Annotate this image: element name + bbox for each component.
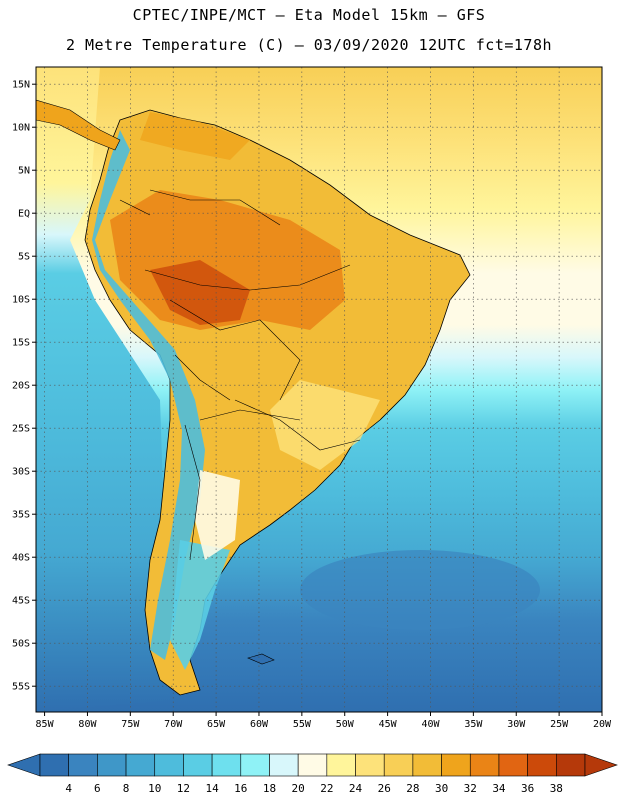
pacific-field <box>36 67 170 712</box>
lat-tick-label: 30S <box>12 467 30 478</box>
colorbar-swatch <box>441 753 471 777</box>
lon-tick-label: 25W <box>550 719 569 730</box>
map-frame <box>35 66 603 713</box>
lat-tick-label: 35S <box>12 510 30 521</box>
lat-tick-label: 10N <box>12 123 30 134</box>
cold-anomaly <box>300 550 540 630</box>
colorbar-label: 36 <box>521 782 534 795</box>
lon-tick-label: 55W <box>293 719 312 730</box>
northern-warm-zone <box>140 112 250 160</box>
country-borders <box>119 189 361 561</box>
patagonia-zone <box>170 540 230 670</box>
colorbar-swatch <box>326 753 356 777</box>
colorbar-label: 26 <box>378 782 391 795</box>
colorbar-swatch <box>383 753 414 777</box>
lat-tick-label: 55S <box>12 682 30 693</box>
colorbar-label: 4 <box>65 782 72 795</box>
southeast-mild-zone <box>270 380 380 470</box>
latitude-axis: 15N 10N 5N EQ 5S 10S 15S 20S 25S 30S 35S 40S 45S 50S 5… <box>12 80 36 693</box>
colorbar-label: 16 <box>234 782 247 795</box>
colorbar-swatch <box>297 753 328 777</box>
lat-tick-label: 25S <box>12 424 30 435</box>
colorbar-swatch <box>269 753 299 777</box>
colorbar-label: 18 <box>263 782 276 795</box>
colorbar-label: 28 <box>406 782 419 795</box>
central-america <box>36 99 121 151</box>
colorbar-label: 12 <box>177 782 190 795</box>
colorbar-swatch <box>183 753 213 777</box>
colorbar-swatch <box>125 753 156 777</box>
colorbar-label: 34 <box>492 782 506 795</box>
colorbar-swatch <box>498 753 528 777</box>
lat-tick-label: 50S <box>12 639 30 650</box>
colorbar-label: 32 <box>464 782 477 795</box>
lat-tick-label: 45S <box>12 596 30 607</box>
colorbar-swatch <box>412 753 442 777</box>
lon-tick-label: 40W <box>421 719 440 730</box>
pampas-zone <box>195 470 240 560</box>
colorbar: 4 6 8 10 12 14 16 18 20 22 24 26 28 30 32 34 36 38 <box>7 753 618 795</box>
map-subtitle: 2 Metre Temperature (C) – 03/09/2020 12U… <box>65 36 553 54</box>
colorbar-swatch <box>556 753 586 777</box>
colorbar-label: 10 <box>148 782 161 795</box>
lon-tick-label: 70W <box>164 719 183 730</box>
lat-tick-label: EQ <box>18 209 30 220</box>
lat-tick-label: 15N <box>12 80 30 91</box>
lon-tick-label: 45W <box>379 719 398 730</box>
map-field <box>36 67 602 712</box>
lon-tick-label: 85W <box>36 719 55 730</box>
colorbar-swatch <box>211 753 242 777</box>
map-title: CPTEC/INPE/MCT – Eta Model 15km – GFS <box>132 6 486 24</box>
lon-tick-label: 60W <box>250 719 269 730</box>
lon-tick-label: 80W <box>78 719 97 730</box>
colorbar-swatch <box>39 753 69 777</box>
colorbar-label: 6 <box>94 782 101 795</box>
colorbar-swatch <box>154 753 184 777</box>
colorbar-label: 14 <box>205 782 219 795</box>
colorbar-label: 24 <box>349 782 363 795</box>
colorbar-label: 38 <box>550 782 563 795</box>
longitude-axis: 85W 80W 75W 70W 65W 60W 55W 50W 45W 40W 35W 30W 25W 2… <box>36 712 612 730</box>
colorbar-label: 8 <box>123 782 130 795</box>
lon-tick-label: 75W <box>121 719 140 730</box>
colorbar-label: 30 <box>435 782 448 795</box>
lat-tick-label: 15S <box>12 338 30 349</box>
lat-tick-label: 10S <box>12 295 30 306</box>
lon-tick-label: 20W <box>593 719 612 730</box>
colorbar-swatch <box>355 753 385 777</box>
colorbar-swatch <box>527 753 557 777</box>
lon-tick-label: 65W <box>207 719 226 730</box>
colorbar-swatch <box>68 753 98 777</box>
falkland-islands <box>247 653 275 665</box>
lon-tick-label: 50W <box>336 719 355 730</box>
lon-tick-label: 35W <box>464 719 483 730</box>
colorbar-label: 20 <box>292 782 305 795</box>
lat-tick-label: 5N <box>18 166 30 177</box>
hottest-zone <box>150 260 250 325</box>
lon-tick-label: 30W <box>507 719 526 730</box>
colorbar-max-arrow <box>584 753 618 777</box>
lat-tick-label: 20S <box>12 381 30 392</box>
lat-tick-label: 40S <box>12 553 30 564</box>
colorbar-label: 22 <box>320 782 333 795</box>
andes-cold-zone <box>92 130 205 660</box>
colorbar-swatch <box>240 753 270 777</box>
colorbar-swatch <box>97 753 127 777</box>
colorbar-min-arrow <box>7 753 41 777</box>
lat-tick-label: 5S <box>18 252 30 263</box>
colorbar-swatch <box>469 753 500 777</box>
